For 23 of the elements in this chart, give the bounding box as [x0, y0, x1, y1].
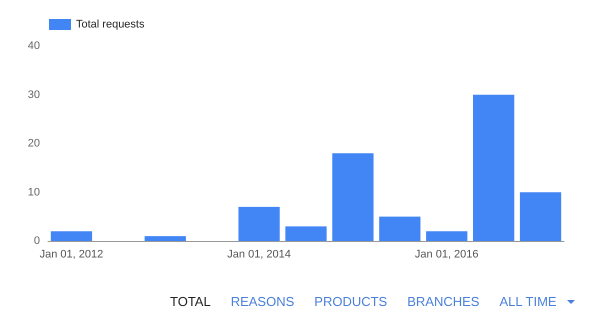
- y-tick-label: 20: [28, 138, 40, 150]
- bar: [379, 216, 420, 241]
- x-tick-label: Jan 01, 2012: [40, 248, 104, 260]
- text: ALL TIME: [499, 294, 557, 309]
- bar: [472, 94, 514, 241]
- y-tick-label: 10: [28, 186, 40, 198]
- bar: [238, 206, 280, 241]
- y-tick-label: 0: [34, 235, 40, 247]
- bar: [426, 231, 468, 241]
- bar: [144, 236, 186, 241]
- x-tick-label: Jan 01, 2014: [227, 248, 291, 260]
- text: PRODUCTS: [314, 294, 388, 309]
- text: TOTAL: [170, 294, 211, 309]
- text: REASONS: [230, 294, 294, 309]
- text: BRANCHES: [407, 294, 480, 309]
- bar: [520, 192, 562, 241]
- y-tick-label: 30: [28, 88, 40, 101]
- legend-label: Total requests: [76, 18, 145, 30]
- bar: [332, 153, 374, 241]
- x-tick-label: Jan 01, 2016: [414, 248, 479, 260]
- bar: [50, 231, 92, 241]
- bar: [285, 226, 327, 241]
- y-tick-label: 40: [28, 40, 40, 52]
